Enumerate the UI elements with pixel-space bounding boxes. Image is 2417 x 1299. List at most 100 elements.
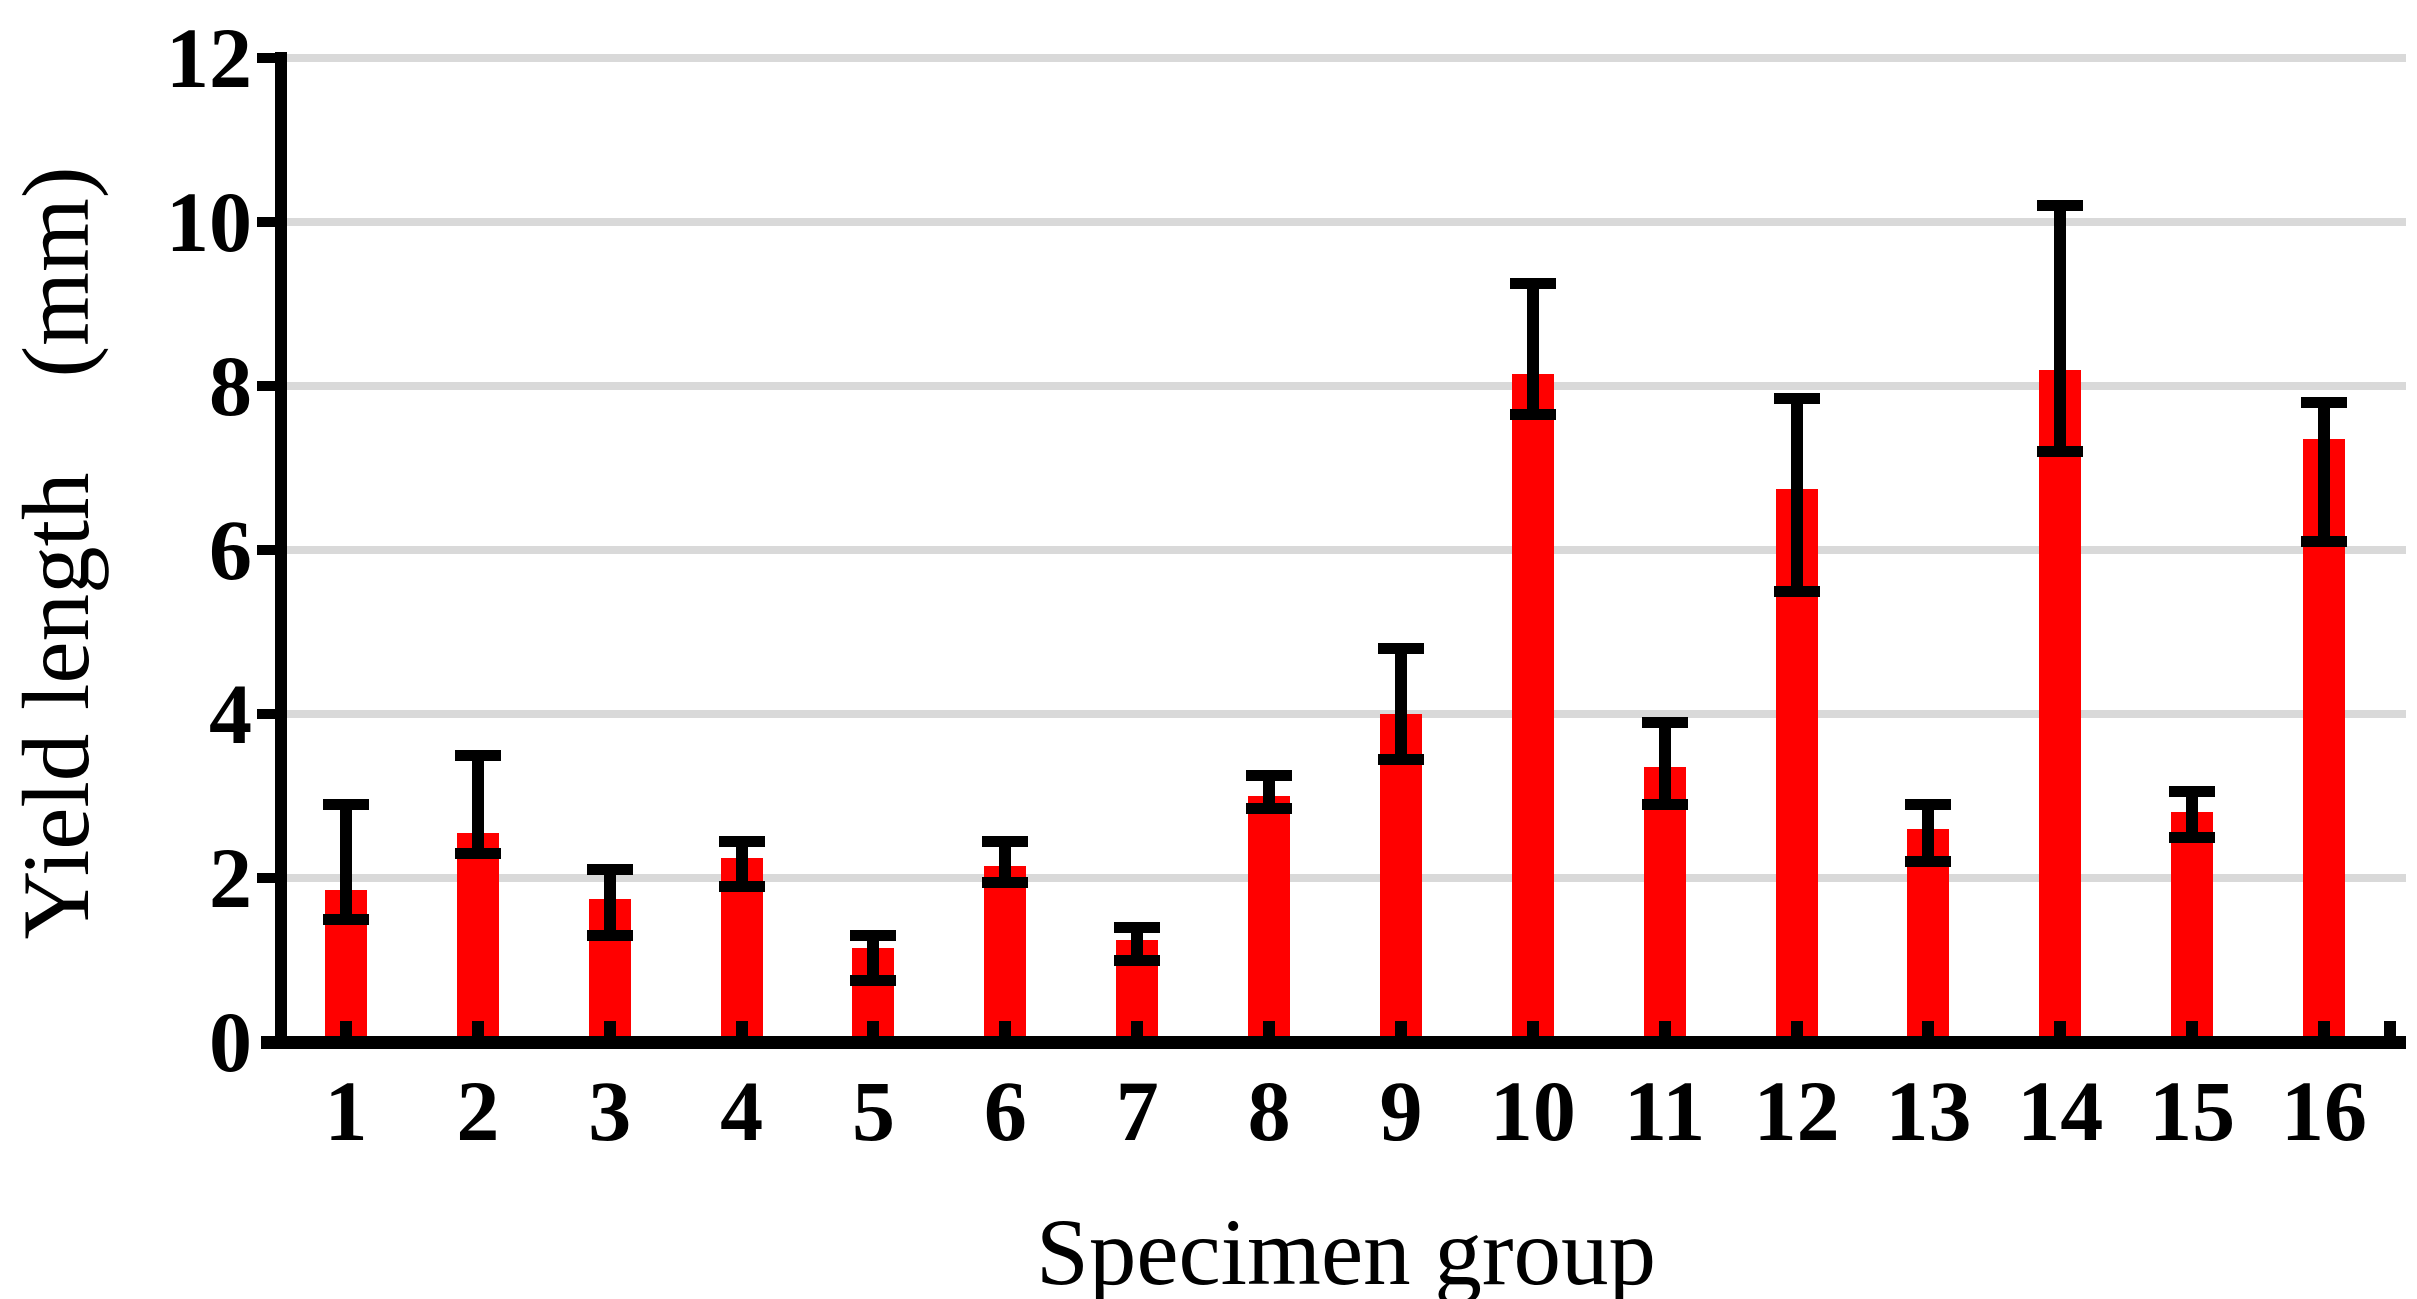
error-bar-cap-top <box>586 864 633 876</box>
x-tick <box>1131 1021 1144 1036</box>
error-bar-cap-top <box>718 835 765 847</box>
gridline <box>287 382 2406 390</box>
error-bar-stem <box>1790 398 1803 591</box>
error-bar-cap-bottom <box>586 929 633 941</box>
x-tick-label: 14 <box>2017 1063 2104 1159</box>
error-bar-cap-bottom <box>2301 536 2348 548</box>
x-tick <box>471 1021 484 1036</box>
error-bar-cap-bottom <box>1509 409 1556 421</box>
y-tick-label: 10 <box>166 174 252 270</box>
error-bar-cap-bottom <box>982 876 1029 888</box>
error-bar-stem <box>1263 775 1276 809</box>
y-tick <box>257 53 275 63</box>
x-tick <box>2318 1021 2331 1036</box>
error-bar-stem <box>2186 791 2199 837</box>
x-tick-label: 16 <box>2281 1063 2368 1159</box>
x-tick-label: 7 <box>1115 1063 1159 1159</box>
error-bar-cap-bottom <box>718 880 765 892</box>
bar <box>984 865 1027 1036</box>
x-tick-label: 10 <box>1489 1063 1576 1159</box>
x-tick-label: 11 <box>1624 1063 1706 1159</box>
x-tick-label: 4 <box>720 1063 764 1159</box>
x-tick-label: 6 <box>983 1063 1027 1159</box>
error-bar-stem <box>1922 804 1935 862</box>
error-bar-cap-bottom <box>1641 798 1688 810</box>
error-bar-cap-top <box>1509 278 1556 289</box>
error-bar-cap-bottom <box>454 847 501 859</box>
x-tick-label: 5 <box>851 1063 895 1159</box>
x-tick <box>1658 1021 1671 1036</box>
y-tick-label: 4 <box>209 666 252 762</box>
y-tick-label: 2 <box>209 830 252 926</box>
error-bar-cap-bottom <box>1114 954 1161 966</box>
y-axis-line <box>275 52 287 1049</box>
error-bar-cap-bottom <box>850 975 897 986</box>
x-tick <box>999 1021 1012 1036</box>
bar <box>1511 373 1554 1036</box>
x-tick-label: 3 <box>588 1063 632 1159</box>
x-tick <box>1526 1021 1539 1036</box>
x-tick-label: 2 <box>456 1063 500 1159</box>
bar <box>2039 369 2082 1036</box>
error-bar-stem <box>603 869 616 936</box>
x-tick-label: 8 <box>1247 1063 1291 1159</box>
error-bar-cap-top <box>2037 200 2084 212</box>
error-bar-cap-top <box>1905 798 1952 810</box>
error-bar-cap-top <box>323 798 369 810</box>
x-tick-label: 9 <box>1379 1063 1423 1159</box>
x-tick <box>1922 1021 1935 1036</box>
bar <box>1379 714 1422 1036</box>
error-bar-cap-top <box>1377 642 1424 654</box>
error-bar-cap-top <box>2169 786 2216 798</box>
bar <box>1643 767 1686 1036</box>
error-bar-cap-bottom <box>2169 831 2216 843</box>
error-bar-cap-bottom <box>2037 446 2084 458</box>
error-bar-cap-top <box>1246 770 1293 781</box>
error-bar-cap-top <box>982 835 1029 847</box>
error-bar-cap-bottom <box>323 913 369 925</box>
x-tick <box>2186 1021 2199 1036</box>
y-tick-label: 8 <box>209 338 252 434</box>
bar <box>2171 812 2214 1036</box>
x-tick <box>1394 1021 1407 1036</box>
error-bar-cap-top <box>454 749 501 761</box>
x-tick <box>340 1021 352 1036</box>
error-bar-cap-bottom <box>1377 753 1424 765</box>
x-axis-line <box>261 1036 2406 1049</box>
x-axis-title: Specimen group <box>1035 1199 1656 1299</box>
error-bar-stem <box>1526 283 1539 415</box>
y-tick <box>257 873 275 883</box>
error-bar-stem <box>867 935 880 981</box>
gridline <box>287 218 2406 226</box>
x-tick <box>735 1021 748 1036</box>
error-bar-cap-bottom <box>1905 856 1952 868</box>
x-tick <box>1263 1021 1276 1036</box>
x-tick <box>2054 1021 2067 1036</box>
error-bar-stem <box>340 804 352 919</box>
gridline <box>287 710 2406 718</box>
y-axis-title: Yield length (mm) <box>3 166 109 940</box>
gridline <box>287 546 2406 554</box>
error-bar-stem <box>1658 722 1671 805</box>
error-bar-stem <box>1394 648 1407 760</box>
y-tick <box>257 545 275 555</box>
x-tick <box>603 1021 616 1036</box>
error-bar-cap-top <box>2301 396 2348 408</box>
gridline <box>287 54 2406 62</box>
error-bar-stem <box>2054 205 2067 452</box>
error-bar-cap-top <box>1641 716 1688 728</box>
gridline <box>287 874 2406 882</box>
y-tick <box>257 381 275 391</box>
y-tick-label: 0 <box>209 994 252 1090</box>
x-tick <box>867 1021 880 1036</box>
error-bar-stem <box>2318 402 2331 542</box>
y-tick-label: 12 <box>166 10 252 106</box>
x-tick-label: 1 <box>324 1063 368 1159</box>
error-bar-stem <box>735 841 748 887</box>
error-bar-stem <box>471 755 484 854</box>
error-bar-cap-top <box>850 929 897 941</box>
error-bar-cap-bottom <box>1246 802 1293 814</box>
y-tick-label: 6 <box>209 502 252 598</box>
bar <box>1248 796 1291 1036</box>
